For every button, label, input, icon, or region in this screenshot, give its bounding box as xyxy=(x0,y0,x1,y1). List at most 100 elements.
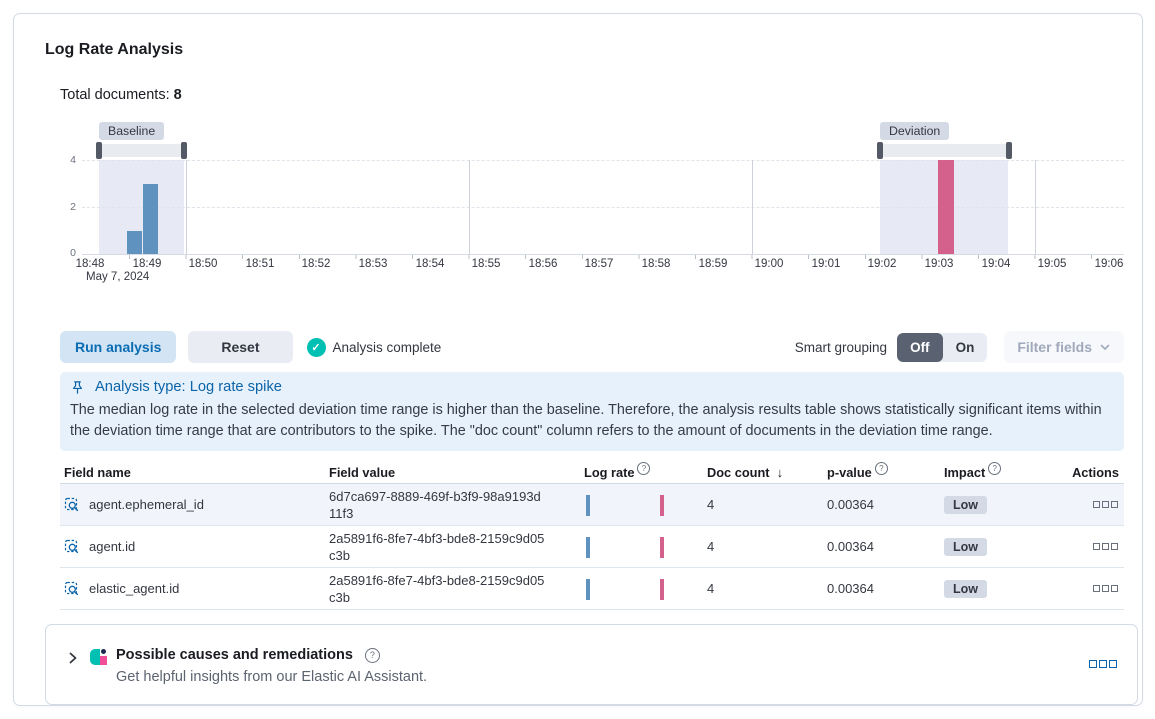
x-tick: 19:05 xyxy=(1037,258,1067,270)
elastic-ai-assistant-icon xyxy=(90,649,107,665)
log-rate-mini-chart xyxy=(584,577,684,601)
column-header-log-rate: Log rate? xyxy=(584,461,707,480)
filter-in-search-icon[interactable] xyxy=(64,581,80,597)
filter-fields-label: Filter fields xyxy=(1017,339,1092,355)
x-tick: 18:49 xyxy=(132,258,162,270)
baseline-brush[interactable] xyxy=(99,144,184,157)
field-name: agent.ephemeral_id xyxy=(89,497,204,512)
gridline-1855 xyxy=(469,160,470,254)
column-header-doc-count[interactable]: Doc count ↓ xyxy=(707,464,784,480)
gridline-1850 xyxy=(186,160,187,254)
total-documents-value: 8 xyxy=(173,87,182,103)
x-tick: 19:02 xyxy=(867,258,897,270)
gridline-y4 xyxy=(82,160,1124,161)
x-tick: 18:58 xyxy=(641,258,671,270)
smart-grouping-on-button[interactable]: On xyxy=(955,339,975,355)
run-analysis-button[interactable]: Run analysis xyxy=(60,331,177,363)
field-value: 6d7ca697-8889-469f-b3f9-98a9193d11f3 xyxy=(329,488,541,521)
gridline-1905 xyxy=(1035,160,1036,254)
impact-badge: Low xyxy=(944,495,987,514)
x-tick: 18:56 xyxy=(528,258,558,270)
callout-body: The median log rate in the selected devi… xyxy=(70,402,1102,439)
log-rate-info-icon[interactable]: ? xyxy=(637,461,651,475)
y-tick-2: 2 xyxy=(70,201,76,213)
y-tick-4: 4 xyxy=(70,154,76,166)
analysis-status-text: Analysis complete xyxy=(332,339,442,355)
row-actions-icon[interactable] xyxy=(1093,543,1118,550)
accordion-subtitle: Get helpful insights from our Elastic AI… xyxy=(116,669,428,685)
row-actions-icon[interactable] xyxy=(1093,585,1118,592)
mini-deviation-bar xyxy=(660,536,664,558)
x-axis-date: May 7, 2024 xyxy=(86,271,150,283)
gridline-1900 xyxy=(752,160,753,254)
x-tick: 18:53 xyxy=(358,258,388,270)
mini-baseline-bar xyxy=(586,536,590,558)
deviation-brush-left-handle[interactable] xyxy=(877,142,883,159)
x-tick: 19:01 xyxy=(811,258,841,270)
log-rate-mini-chart xyxy=(584,493,684,517)
reset-button[interactable]: Reset xyxy=(188,331,293,363)
x-tick: 18:51 xyxy=(245,258,275,270)
gridline-y2 xyxy=(82,207,1124,208)
doc-count-value: 4 xyxy=(707,539,715,554)
filter-fields-button[interactable]: Filter fields xyxy=(1004,331,1124,363)
smart-grouping-label: Smart grouping xyxy=(794,339,888,355)
mini-deviation-bar xyxy=(660,578,664,600)
analysis-toolbar: Run analysis Reset ✓ Analysis complete S… xyxy=(60,331,1124,363)
impact-info-icon[interactable]: ? xyxy=(988,461,1002,475)
baseline-badge: Baseline xyxy=(99,122,165,140)
field-value: 2a5891f6-8fe7-4bf3-bde8-2159c9d05c3b xyxy=(329,530,545,563)
filter-in-search-icon[interactable] xyxy=(64,497,80,513)
deviation-brush[interactable] xyxy=(880,144,1009,157)
column-header-impact: Impact? xyxy=(944,461,1054,480)
table-row: agent.id 2a5891f6-8fe7-4bf3-bde8-2159c9d… xyxy=(60,526,1124,568)
doc-count-value: 4 xyxy=(707,497,715,512)
deviation-brush-right-handle[interactable] xyxy=(1006,142,1012,159)
table-header-row: Field name Field value Log rate? Doc cou… xyxy=(60,461,1124,484)
field-name: elastic_agent.id xyxy=(89,581,180,596)
analysis-type-callout: Analysis type: Log rate spike The median… xyxy=(60,372,1124,451)
pin-icon xyxy=(72,380,83,394)
baseline-brush-right-handle[interactable] xyxy=(181,142,187,159)
p-value: 0.00364 xyxy=(827,497,874,512)
p-value-info-icon[interactable]: ? xyxy=(874,461,888,475)
baseline-bar-3 xyxy=(143,184,158,254)
impact-badge: Low xyxy=(944,579,987,598)
possible-causes-accordion[interactable]: Possible causes and remediations ? Get h… xyxy=(45,624,1138,705)
column-header-actions: Actions xyxy=(1072,464,1119,480)
deviation-badge: Deviation xyxy=(880,122,950,140)
page-title: Log Rate Analysis xyxy=(45,41,184,58)
x-tick: 19:00 xyxy=(754,258,784,270)
x-tick: 18:54 xyxy=(415,258,445,270)
table-row: agent.ephemeral_id 6d7ca697-8889-469f-b3… xyxy=(60,484,1124,526)
y-tick-0: 0 xyxy=(70,247,76,259)
filter-in-search-icon[interactable] xyxy=(64,539,80,555)
column-header-p-value: p-value? xyxy=(827,461,944,480)
check-icon: ✓ xyxy=(306,337,326,357)
analysis-results-table: Field name Field value Log rate? Doc cou… xyxy=(60,461,1124,610)
p-value: 0.00364 xyxy=(827,581,874,596)
analysis-status: ✓ Analysis complete xyxy=(306,337,442,357)
help-icon[interactable]: ? xyxy=(364,647,380,663)
chevron-right-icon[interactable] xyxy=(66,651,80,665)
total-documents-label: Total documents: xyxy=(60,87,170,103)
log-rate-mini-chart xyxy=(584,535,684,559)
document-count-chart: Baseline Deviation 4 2 0 18:48 18:49 18:… xyxy=(60,114,1124,294)
accordion-actions-icon[interactable] xyxy=(1089,660,1117,668)
accordion-title[interactable]: Possible causes and remediations xyxy=(116,647,353,663)
baseline-brush-left-handle[interactable] xyxy=(96,142,102,159)
row-actions-icon[interactable] xyxy=(1093,501,1118,508)
smart-grouping-toggle: Off On xyxy=(897,332,988,362)
sort-descending-icon: ↓ xyxy=(776,464,784,480)
smart-grouping-off-button[interactable]: Off xyxy=(897,332,943,362)
chevron-down-icon xyxy=(1100,344,1110,351)
log-rate-analysis-panel: Log Rate Analysis Total documents: 8 Bas… xyxy=(13,13,1143,706)
x-tick: 18:55 xyxy=(471,258,501,270)
total-documents: Total documents: 8 xyxy=(60,87,182,103)
x-tick: 18:50 xyxy=(188,258,218,270)
impact-badge: Low xyxy=(944,537,987,556)
column-header-field-name: Field name xyxy=(64,464,131,480)
x-tick: 19:04 xyxy=(981,258,1011,270)
field-name: agent.id xyxy=(89,539,136,554)
doc-count-value: 4 xyxy=(707,581,715,596)
